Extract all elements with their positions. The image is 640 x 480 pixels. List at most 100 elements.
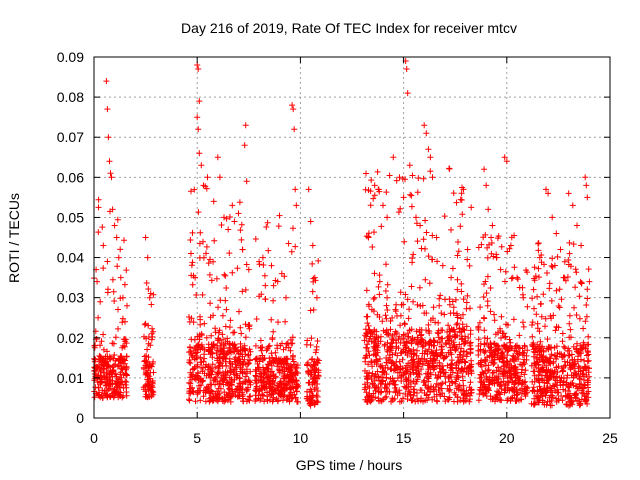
roti-point xyxy=(303,395,310,402)
roti-point xyxy=(491,340,497,347)
roti-point xyxy=(400,194,407,201)
roti-point xyxy=(577,279,584,285)
roti-point xyxy=(416,284,423,291)
roti-point xyxy=(578,356,584,363)
roti-point xyxy=(106,376,113,383)
roti-point xyxy=(380,396,387,403)
roti-point xyxy=(213,275,220,282)
roti-point xyxy=(468,357,475,364)
roti-point xyxy=(413,367,420,374)
roti-point xyxy=(453,364,460,371)
roti-point xyxy=(422,217,429,224)
roti-point xyxy=(565,345,572,352)
roti-point xyxy=(411,386,418,393)
roti-point xyxy=(519,284,526,291)
roti-point xyxy=(489,222,496,229)
roti-point xyxy=(239,246,246,253)
roti-point xyxy=(539,387,546,394)
roti-point xyxy=(142,388,149,395)
roti-point xyxy=(547,360,554,367)
roti-point xyxy=(410,392,417,399)
roti-point xyxy=(429,396,436,403)
roti-point xyxy=(506,245,513,252)
roti-point xyxy=(257,337,264,344)
roti-point xyxy=(104,362,111,369)
roti-point xyxy=(437,381,444,388)
roti-point xyxy=(572,266,579,273)
roti-point xyxy=(266,342,273,349)
roti-point xyxy=(457,358,464,365)
roti-point xyxy=(246,393,253,400)
roti-point xyxy=(223,391,230,398)
roti-point xyxy=(384,281,391,288)
roti-point xyxy=(477,387,484,394)
roti-point xyxy=(304,361,310,368)
roti-point xyxy=(537,338,544,345)
roti-point xyxy=(261,385,268,391)
roti-point xyxy=(425,378,432,385)
roti-point xyxy=(262,296,269,302)
roti-point xyxy=(493,254,500,261)
roti-point xyxy=(494,342,501,349)
roti-point xyxy=(395,209,402,216)
roti-point xyxy=(386,172,393,179)
roti-point xyxy=(581,363,588,370)
roti-point xyxy=(197,229,204,236)
roti-point xyxy=(425,373,432,380)
roti-point xyxy=(112,334,119,341)
roti-point xyxy=(547,313,554,319)
roti-point xyxy=(475,336,482,343)
roti-point xyxy=(111,370,118,377)
roti-point xyxy=(569,202,576,209)
roti-point xyxy=(115,325,121,332)
roti-point xyxy=(392,388,399,395)
roti-point xyxy=(435,330,442,337)
roti-point xyxy=(142,393,149,400)
roti-point xyxy=(256,258,263,265)
roti-point xyxy=(412,398,419,405)
roti-point xyxy=(242,286,249,293)
roti-point xyxy=(115,357,122,364)
roti-point xyxy=(95,229,102,236)
roti-point xyxy=(552,381,559,388)
roti-point xyxy=(539,367,545,374)
roti-point xyxy=(422,370,429,377)
roti-point xyxy=(575,363,582,370)
roti-point xyxy=(307,386,314,393)
roti-point xyxy=(574,340,580,347)
roti-point xyxy=(568,380,575,387)
roti-point xyxy=(556,286,563,293)
roti-point xyxy=(223,215,230,222)
roti-point xyxy=(570,343,577,350)
roti-point xyxy=(574,358,581,365)
roti-point xyxy=(109,276,116,283)
roti-point xyxy=(488,234,495,241)
roti-point xyxy=(501,154,508,161)
roti-point xyxy=(114,263,121,270)
roti-point xyxy=(458,197,465,203)
roti-point xyxy=(559,368,566,375)
roti-point xyxy=(313,294,320,301)
roti-point xyxy=(491,317,498,324)
roti-point xyxy=(273,355,279,362)
roti-point xyxy=(463,323,470,330)
roti-point xyxy=(117,246,124,253)
roti-point xyxy=(119,344,126,351)
roti-point xyxy=(461,340,468,347)
roti-point xyxy=(578,242,585,249)
roti-point xyxy=(489,380,496,387)
roti-point xyxy=(383,385,390,392)
roti-point xyxy=(418,366,425,373)
roti-point xyxy=(543,186,549,193)
roti-point xyxy=(150,389,157,396)
roti-point xyxy=(376,278,383,285)
roti-point xyxy=(439,262,446,269)
roti-point xyxy=(434,375,440,382)
roti-point xyxy=(408,283,415,290)
roti-point xyxy=(109,340,116,347)
roti-point xyxy=(373,356,380,363)
roti-point xyxy=(434,362,441,369)
roti-point xyxy=(508,362,515,369)
roti-point xyxy=(143,370,150,377)
roti-point xyxy=(545,190,552,197)
